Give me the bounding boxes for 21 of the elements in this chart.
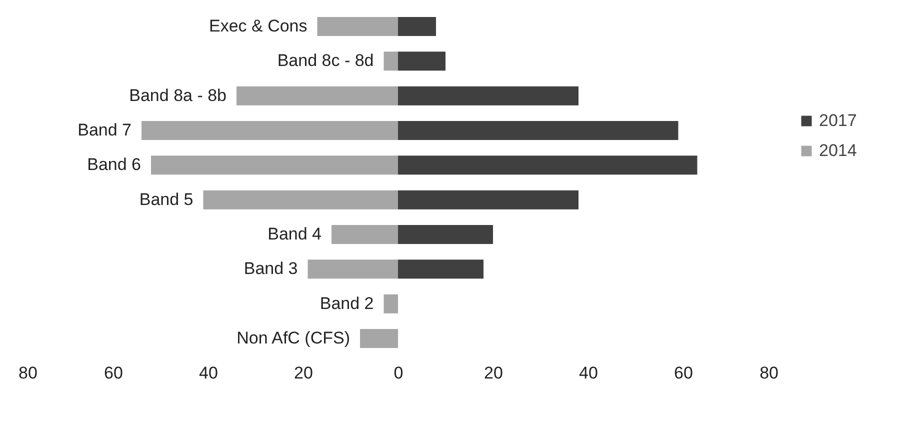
x-tick-label: 80 bbox=[760, 364, 778, 382]
x-tick-label: 40 bbox=[199, 364, 218, 382]
y-tick-label: Band 4 bbox=[268, 224, 322, 244]
y-tick-label: Band 3 bbox=[244, 259, 298, 278]
y-tick-label: Band 6 bbox=[87, 155, 141, 174]
x-tick-label: 60 bbox=[674, 364, 693, 382]
x-tick-label: 0 bbox=[394, 364, 404, 382]
y-tick-label: Band 5 bbox=[139, 190, 194, 209]
y-tick-label: Band 8a - 8b bbox=[129, 86, 226, 105]
y-tick-label: Band 7 bbox=[78, 120, 132, 140]
x-tick-label: 20 bbox=[294, 364, 313, 382]
x-tick-label: 40 bbox=[579, 364, 598, 382]
x-tick-label: 20 bbox=[484, 364, 503, 382]
y-tick-label: Band 2 bbox=[320, 294, 374, 313]
x-tick-label: 80 bbox=[18, 364, 38, 382]
y-tick-label: Non AfC (CFS) bbox=[236, 328, 350, 348]
legend-label: 2017 bbox=[819, 111, 857, 130]
legend-label: 2014 bbox=[819, 141, 857, 160]
y-tick-label: Band 8c - 8d bbox=[277, 51, 374, 70]
x-tick-label: 60 bbox=[104, 364, 123, 382]
y-tick-label: Exec & Cons bbox=[208, 16, 308, 36]
